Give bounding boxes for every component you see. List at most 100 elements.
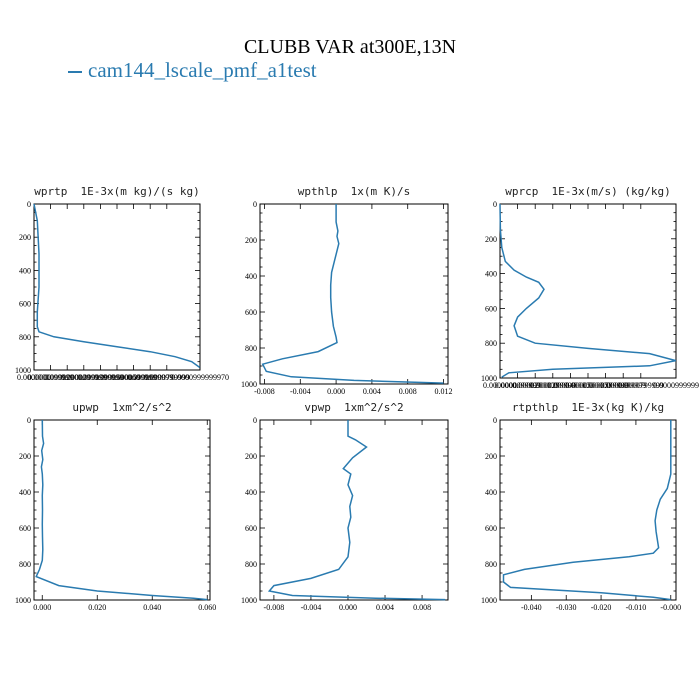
x-tick-label: 0.0000599999 bbox=[583, 381, 629, 390]
y-tick-label: 0 bbox=[493, 200, 497, 209]
y-tick-label: 1000 bbox=[481, 374, 497, 383]
x-tick-label: 0.012 bbox=[435, 387, 453, 396]
x-tick-label: 0.0000000 bbox=[483, 381, 517, 390]
y-tick-label: 800 bbox=[19, 333, 31, 342]
x-tick-label: 0.020 bbox=[88, 603, 106, 612]
y-tick-label: 400 bbox=[485, 488, 497, 497]
panel-title: rtpthlp 1E-3x(kg K)/kg bbox=[511, 401, 665, 414]
x-tick-label: 0.0000699999 bbox=[127, 373, 173, 382]
x-tick-label: 0.008 bbox=[413, 603, 431, 612]
plot-frame bbox=[259, 419, 449, 601]
x-tick-label: 0.000 bbox=[33, 603, 51, 612]
x-tick-label: 0.0000399999 bbox=[77, 373, 123, 382]
x-tick-label: 0.004 bbox=[363, 387, 381, 396]
plot-frame bbox=[259, 203, 449, 385]
x-tick-label: 0.0000799999 bbox=[618, 381, 664, 390]
x-tick-label: 0.0000999999970 bbox=[171, 373, 229, 382]
y-tick-label: 0 bbox=[27, 200, 31, 209]
y-tick-label: 200 bbox=[19, 452, 31, 461]
x-tick-label: 0.0000000 bbox=[17, 373, 51, 382]
x-tick-label: 0.000 bbox=[327, 387, 345, 396]
x-tick-label: -0.010 bbox=[626, 603, 647, 612]
series-line bbox=[35, 419, 208, 601]
x-tick-label: 0.0000099999 bbox=[495, 381, 541, 390]
x-tick-label: 0.004 bbox=[376, 603, 394, 612]
plot-frame bbox=[33, 419, 211, 601]
y-tick-label: 1000 bbox=[241, 596, 257, 605]
panel-title: wprcp 1E-3x(m/s) (kg/kg) bbox=[505, 185, 671, 198]
series-line bbox=[267, 420, 446, 601]
y-tick-label: 600 bbox=[245, 524, 257, 533]
x-tick-label: -0.008 bbox=[254, 387, 275, 396]
y-tick-label: 200 bbox=[245, 236, 257, 245]
y-tick-label: 600 bbox=[245, 308, 257, 317]
y-tick-label: 1000 bbox=[15, 596, 31, 605]
plot-frame bbox=[499, 203, 677, 379]
y-tick-label: 0 bbox=[253, 416, 257, 425]
x-tick-label: -0.040 bbox=[521, 603, 542, 612]
x-tick-label: -0.004 bbox=[301, 603, 322, 612]
x-tick-label: 0.000 bbox=[339, 603, 357, 612]
y-tick-label: 200 bbox=[485, 452, 497, 461]
y-tick-label: 600 bbox=[19, 300, 31, 309]
x-tick-label: 0.0000200000 bbox=[44, 373, 90, 382]
x-tick-label: -0.008 bbox=[264, 603, 285, 612]
x-tick-label: 0.060 bbox=[198, 603, 216, 612]
x-tick-label: 0.0000400000 bbox=[547, 381, 593, 390]
series-line bbox=[261, 204, 444, 384]
y-tick-label: 400 bbox=[245, 272, 257, 281]
legend: cam144_lscale_pmf_a1test bbox=[68, 58, 317, 83]
legend-label: cam144_lscale_pmf_a1test bbox=[88, 58, 317, 82]
legend-line-icon bbox=[68, 71, 82, 74]
y-tick-label: 800 bbox=[485, 560, 497, 569]
y-tick-label: 1000 bbox=[15, 366, 31, 375]
x-tick-label: 0.008 bbox=[399, 387, 417, 396]
panel-title: wpthlp 1x(m K)/s bbox=[297, 185, 411, 198]
series-line bbox=[33, 203, 201, 369]
x-tick-label: 0.0000599999 bbox=[111, 373, 157, 382]
x-tick-label: -0.004 bbox=[290, 387, 311, 396]
y-tick-label: 200 bbox=[485, 235, 497, 244]
y-tick-label: 800 bbox=[245, 560, 257, 569]
x-tick-label: -0.030 bbox=[556, 603, 577, 612]
plot-frame bbox=[33, 203, 201, 371]
y-tick-label: 1000 bbox=[481, 596, 497, 605]
y-tick-label: 200 bbox=[245, 452, 257, 461]
series-line bbox=[499, 203, 676, 378]
panel-title: vpwp 1xm^2/s^2 bbox=[304, 401, 404, 414]
panel-title: wprtp 1E-3x(m kg)/(s kg) bbox=[34, 185, 200, 198]
x-tick-label: 0.0000699999 bbox=[600, 381, 646, 390]
panel-title: upwp 1xm^2/s^2 bbox=[72, 401, 172, 414]
x-tick-label: 0.0000500000 bbox=[565, 381, 611, 390]
series-line bbox=[502, 420, 672, 601]
x-tick-label: 0.0000299999 bbox=[530, 381, 576, 390]
y-tick-label: 400 bbox=[19, 488, 31, 497]
page-title: CLUBB VAR at300E,13N bbox=[243, 36, 457, 58]
y-tick-label: 400 bbox=[485, 270, 497, 279]
x-tick-label: -0.020 bbox=[591, 603, 612, 612]
y-tick-label: 400 bbox=[19, 266, 31, 275]
y-tick-label: 600 bbox=[485, 524, 497, 533]
y-tick-label: 800 bbox=[485, 339, 497, 348]
x-tick-label: -0.000 bbox=[660, 603, 681, 612]
plot-frame bbox=[499, 419, 677, 601]
x-tick-label: 0.0000799999 bbox=[144, 373, 190, 382]
y-tick-label: 0 bbox=[27, 416, 31, 425]
x-tick-label: 0.0000099999 bbox=[28, 373, 74, 382]
y-tick-label: 600 bbox=[485, 304, 497, 313]
y-tick-label: 800 bbox=[19, 560, 31, 569]
x-tick-label: 0.0000299999 bbox=[61, 373, 107, 382]
y-tick-label: 800 bbox=[245, 344, 257, 353]
y-tick-label: 200 bbox=[19, 233, 31, 242]
y-tick-label: 0 bbox=[253, 200, 257, 209]
x-tick-label: 0.0000200000 bbox=[512, 381, 558, 390]
x-tick-label: 0.0000500000 bbox=[94, 373, 140, 382]
x-tick-label: 0.040 bbox=[143, 603, 161, 612]
y-tick-label: 1000 bbox=[241, 380, 257, 389]
